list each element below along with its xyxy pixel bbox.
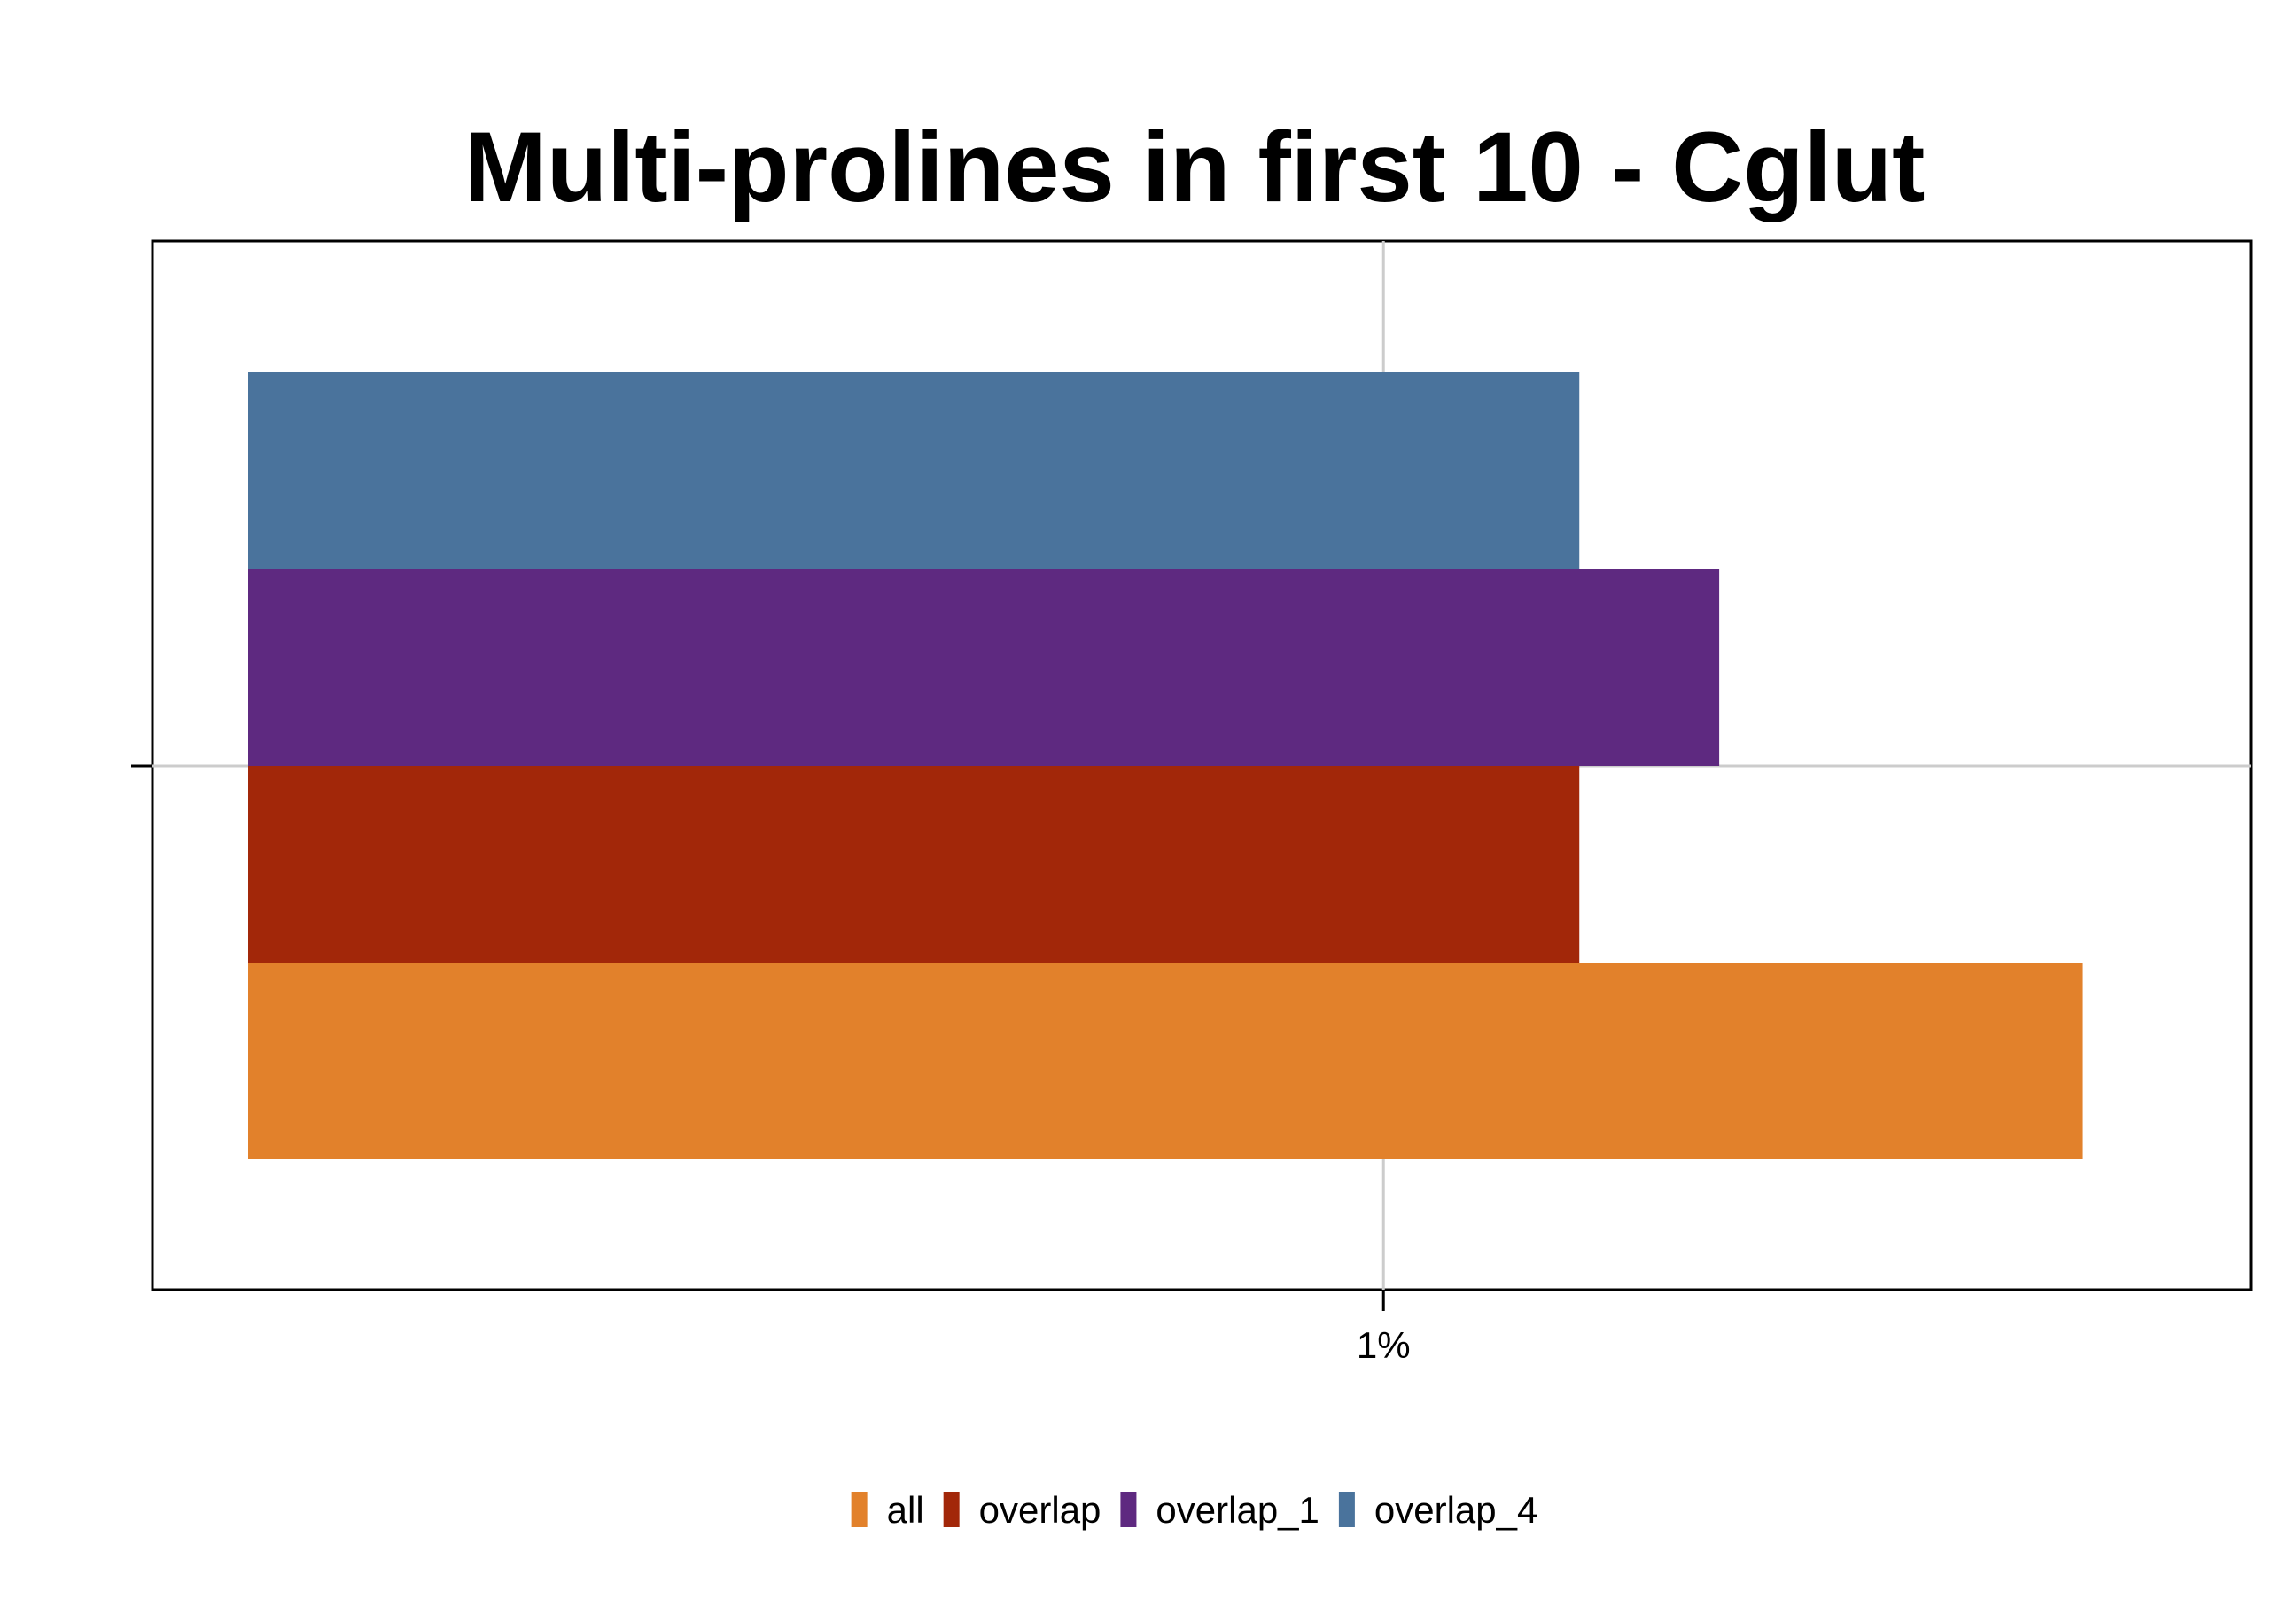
legend-key-overlap	[943, 1492, 960, 1527]
x-tick-label: 1%	[1357, 1324, 1411, 1366]
legend-key-all	[851, 1492, 868, 1527]
legend-key-overlap-1	[1120, 1492, 1137, 1527]
legend-key-overlap-4	[1338, 1492, 1355, 1527]
bar-overlap-1	[248, 569, 1720, 766]
legend: all overlap overlap_1 overlap_4	[851, 1489, 1537, 1531]
legend-label-all: all	[887, 1489, 924, 1531]
bar-all	[248, 963, 2083, 1159]
legend-label-overlap: overlap	[979, 1489, 1101, 1531]
bars	[248, 372, 2083, 1159]
bar-overlap	[248, 766, 1580, 963]
legend-label-overlap-4: overlap_4	[1374, 1489, 1537, 1531]
x-axis-ticks: 1%	[1357, 1290, 1411, 1366]
legend-label-overlap-1: overlap_1	[1156, 1489, 1319, 1531]
bar-overlap-4	[248, 372, 1580, 569]
chart-title: Multi-prolines in first 10 - Cglut	[464, 112, 1926, 222]
